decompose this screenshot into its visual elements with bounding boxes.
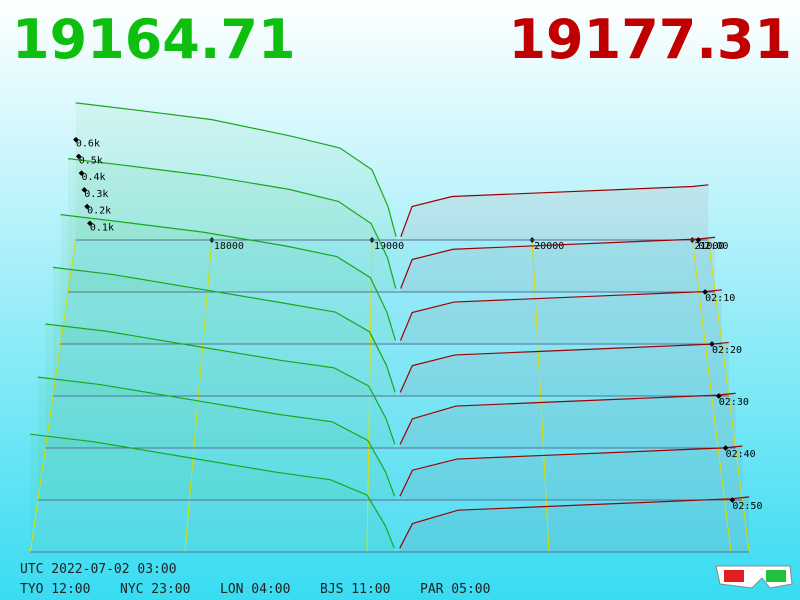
depth-fill [400,184,709,240]
depth-fill [399,446,743,500]
depth-fill [45,323,395,448]
z-tick-mark [78,170,85,176]
t-tick-mark [709,341,715,347]
z-tick-label: 0.2k [87,206,111,217]
t-tick-label: 02:50 [732,501,762,512]
bid-depth-line [75,102,397,237]
depth-fill [60,214,396,344]
z-tick-mark [75,153,82,160]
ask-price: 19177.31 [508,8,792,71]
depth-fill [30,434,395,552]
depth-fill [68,158,396,292]
t-tick-label: 02:20 [712,345,742,356]
zone-time: PAR 05:00 [420,582,490,597]
bid-depth-line [30,433,395,549]
depth-fill [400,289,722,344]
depth-fill [400,237,716,292]
t-tick-mark [715,393,722,399]
bid-depth-line [45,323,396,445]
depth-fill [75,102,397,241]
t-tick-mark [695,237,702,243]
glasses-icon[interactable] [715,565,793,589]
t-tick-label: 02:30 [719,397,749,408]
zone-time: NYC 23:00 [120,582,190,597]
depth-fill [400,342,729,396]
z-tick-mark [73,136,79,143]
zone-time: LON 04:00 [220,582,290,597]
bid-depth-line [68,158,397,289]
x-tick-label: 18000 [214,241,244,252]
bid-depth-line [52,266,396,393]
ask-depth-line [400,184,709,237]
t-tick-mark [722,445,729,451]
t-tick-mark [702,289,708,295]
z-tick-label: 0.3k [84,189,108,200]
x-tick-label: 21000 [694,241,724,252]
t-tick-mark [729,497,736,503]
utc-time: UTC 2022-07-02 03:00 [20,562,177,577]
x-tick-label: 19000 [374,241,404,252]
bid-depth-line [37,376,396,497]
zones: TYO 12:00 NYC 23:00 LON 04:00 BJS 11:00 PAR … [20,582,490,597]
z-tick-label: 0.5k [79,155,103,166]
x-tick-label: 20000 [534,241,564,252]
z-tick-label: 0.4k [82,172,106,183]
z-tick-label: 0.1k [90,222,114,233]
z-tick-mark [87,220,93,227]
depth-fill [400,393,736,448]
bid-price: 19164.71 [12,8,296,71]
t-tick-label: 02:00 [698,241,728,252]
z-tick-label: 0.6k [76,139,100,150]
bid-depth-line [60,214,397,341]
depth-fill [399,496,750,552]
t-tick-label: 02:10 [705,293,735,304]
zone-time: BJS 11:00 [320,582,390,597]
z-tick-mark [81,187,88,193]
depth-fill [37,377,395,500]
zone-time: TYO 12:00 [20,582,90,597]
z-tick-mark [84,203,90,210]
t-tick-label: 02:40 [726,449,756,460]
